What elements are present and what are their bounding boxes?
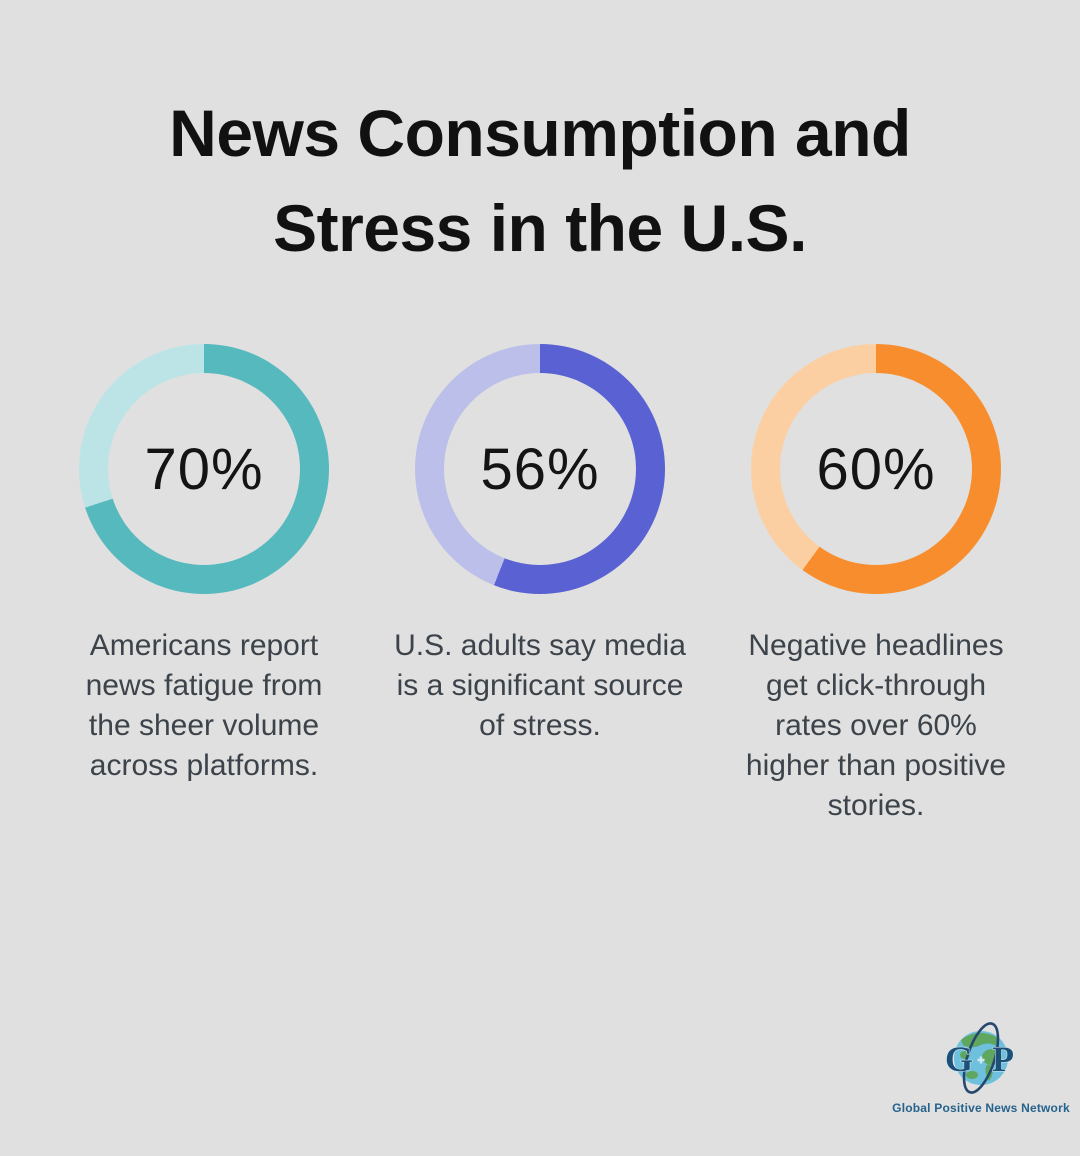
stat-caption-media-stress: U.S. adults say media is a significant s… [394,629,686,743]
logo-letter-p: P [992,1039,1014,1079]
stat-card-news-fatigue: 70% Americans report news fatigue from t… [36,344,372,826]
donut-value-label: 56% [480,436,600,502]
logo-tagline: Global Positive News Network [892,1101,1070,1115]
stat-caption-negative-headlines: Negative headlines get click-through rat… [745,629,1007,823]
brand-logo: G P Global Positive News Network [892,1022,1070,1115]
page-title: News Consumption and Stress in the U.S. [169,96,911,266]
stat-caption-news-fatigue: Americans report news fatigue from the s… [85,629,323,783]
globe-logo-icon: G P [944,1022,1015,1094]
stat-card-negative-headlines: 60% Negative headlines get click-through… [708,344,1044,826]
stats-row: 70% Americans report news fatigue from t… [0,344,1080,826]
donut-hole [780,373,972,566]
plus-icon [977,1056,985,1064]
donut-value-label: 70% [144,436,264,502]
donut-chart-negative-headlines: 60% [751,344,1001,595]
donut-chart-news-fatigue: 70% [79,344,329,595]
donut-hole [108,373,300,566]
donut-value-label: 60% [816,436,936,502]
donut-chart-media-stress: 56% [415,344,665,595]
donut-hole [444,373,636,566]
logo-letter-g: G [945,1039,973,1079]
stat-card-media-stress: 56% U.S. adults say media is a significa… [372,344,708,826]
